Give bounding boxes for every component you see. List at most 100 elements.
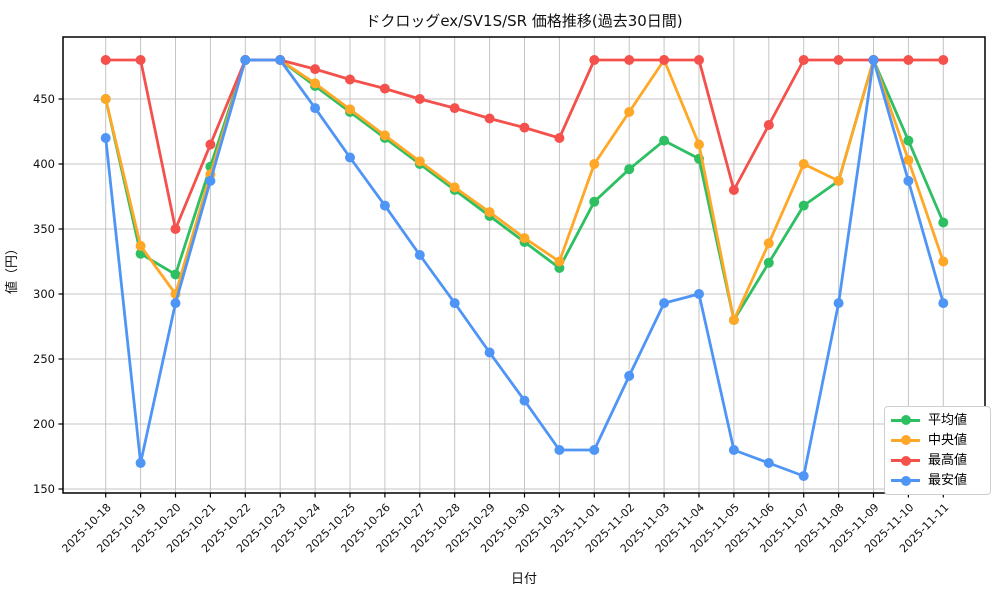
- data-point: [100, 94, 111, 104]
- data-point: [763, 120, 774, 130]
- data-point: [449, 298, 460, 309]
- data-point: [135, 55, 146, 65]
- data-point: [903, 135, 914, 146]
- legend-item-max: 最高値: [891, 454, 984, 467]
- legend-item-min: 最安値: [891, 474, 984, 487]
- data-point: [589, 159, 600, 169]
- data-point: [205, 175, 216, 186]
- data-point: [624, 164, 635, 175]
- data-point: [310, 64, 321, 75]
- data-point: [833, 298, 844, 309]
- data-point: [449, 103, 460, 114]
- data-point: [414, 156, 425, 167]
- data-point: [938, 256, 949, 267]
- data-point: [484, 347, 495, 358]
- data-point: [694, 55, 704, 65]
- data-point: [763, 458, 774, 468]
- data-point: [694, 289, 704, 299]
- x-axis-label: 日付: [511, 572, 537, 587]
- data-point: [414, 250, 425, 260]
- data-point: [938, 217, 949, 228]
- data-point: [659, 135, 670, 146]
- data-point: [728, 315, 739, 325]
- data-point: [659, 298, 670, 309]
- data-point: [938, 55, 949, 65]
- data-point: [240, 55, 251, 65]
- data-point: [938, 298, 949, 309]
- data-point: [728, 185, 739, 195]
- data-point: [100, 133, 111, 143]
- data-point: [554, 133, 565, 143]
- data-point: [903, 175, 914, 186]
- data-point: [519, 395, 530, 406]
- legend-label-average: 平均値: [928, 412, 968, 428]
- legend-item-average: 平均値: [891, 414, 984, 427]
- legend-item-median: 中央値: [891, 434, 984, 447]
- y-tick-label: 200: [33, 417, 55, 431]
- data-point: [589, 445, 600, 455]
- data-point: [519, 233, 530, 244]
- data-point: [659, 55, 670, 65]
- data-point: [763, 257, 774, 268]
- data-point: [205, 139, 216, 150]
- y-axis-label: 値（円）: [4, 242, 20, 294]
- y-tick-label: 400: [33, 157, 55, 171]
- data-point: [694, 139, 704, 150]
- data-point: [135, 458, 146, 468]
- data-point: [135, 240, 146, 251]
- data-point: [798, 471, 809, 481]
- data-point: [903, 155, 914, 166]
- gridlines: [63, 37, 985, 493]
- data-point: [554, 445, 565, 455]
- legend-label-max: 最高値: [928, 453, 968, 469]
- max-series-marker-icon: [891, 455, 920, 466]
- data-point: [484, 113, 495, 124]
- average-series-marker-icon: [891, 415, 920, 426]
- data-point: [170, 224, 181, 234]
- data-point: [624, 55, 635, 65]
- data-point: [100, 55, 111, 65]
- min-series-marker-icon: [891, 475, 920, 486]
- data-point: [798, 55, 809, 65]
- data-point: [345, 104, 355, 115]
- y-tick-label: 450: [33, 92, 55, 106]
- data-point: [345, 74, 355, 85]
- median-series-marker-icon: [891, 435, 920, 446]
- data-point: [379, 130, 390, 141]
- data-point: [624, 107, 635, 117]
- legend-label-median: 中央値: [928, 432, 968, 448]
- data-point: [868, 55, 879, 65]
- data-point: [170, 269, 181, 280]
- data-point: [275, 55, 286, 65]
- data-point: [798, 159, 809, 169]
- data-point: [833, 175, 844, 186]
- data-point: [345, 152, 355, 163]
- series-3: [100, 55, 949, 481]
- data-point: [589, 196, 600, 207]
- data-point: [519, 122, 530, 133]
- data-point: [449, 182, 460, 193]
- data-point: [798, 200, 809, 211]
- data-point: [624, 370, 635, 381]
- chart-title: ドクロッグex/SV1S/SR 価格推移(過去30日間): [365, 12, 682, 30]
- y-tick-label: 350: [33, 222, 55, 236]
- y-tick-label: 300: [33, 287, 55, 301]
- data-point: [903, 55, 914, 65]
- data-point: [589, 55, 600, 65]
- data-point: [763, 238, 774, 249]
- data-point: [310, 103, 321, 114]
- legend-label-min: 最安値: [928, 473, 968, 489]
- legend: 平均値 中央値 最高値 最安値: [884, 406, 991, 495]
- data-point: [554, 256, 565, 267]
- data-point: [833, 55, 844, 65]
- data-point: [310, 78, 321, 89]
- data-point: [170, 298, 181, 309]
- data-point: [414, 94, 425, 104]
- data-point: [379, 200, 390, 211]
- y-tick-label: 150: [33, 482, 55, 496]
- data-point: [484, 207, 495, 218]
- data-point: [728, 445, 739, 455]
- data-point: [379, 83, 390, 94]
